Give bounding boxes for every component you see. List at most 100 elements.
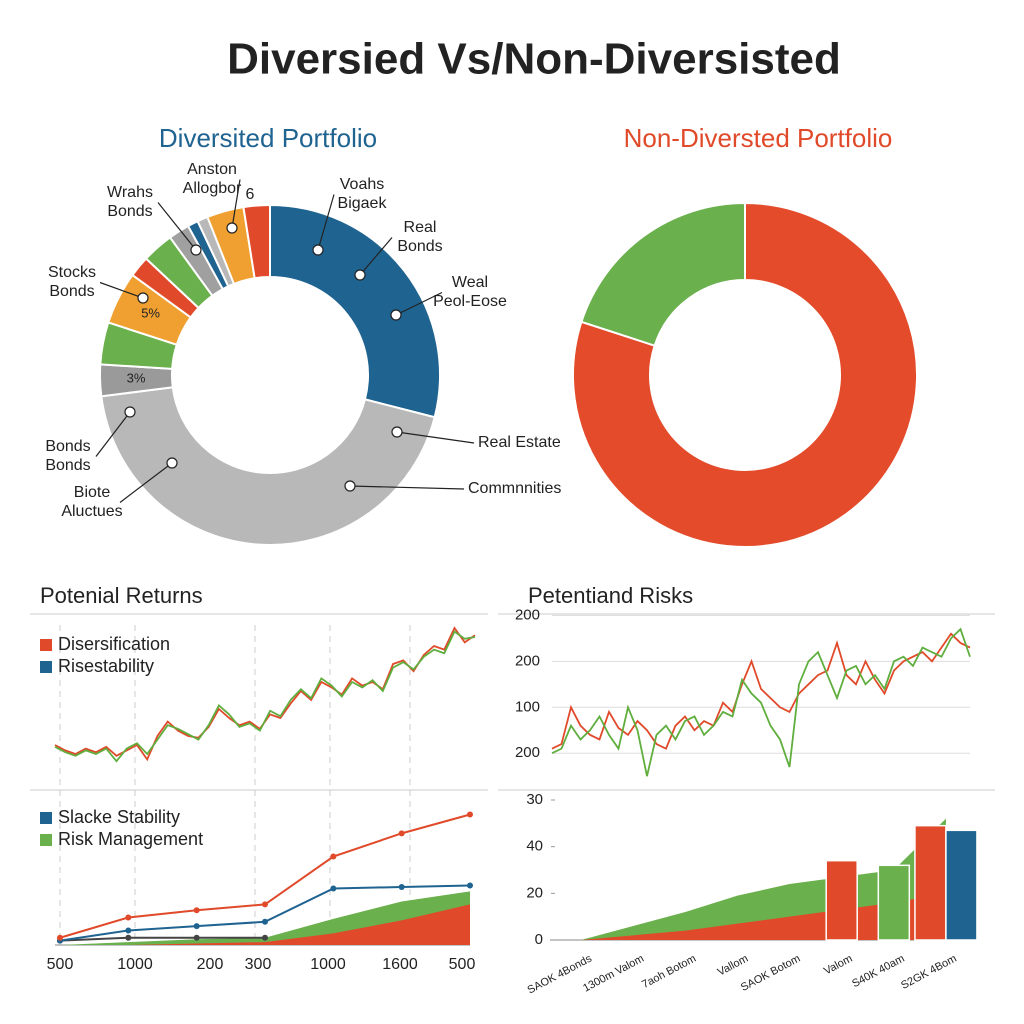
series-point [193,923,200,930]
annotation: Wrahs [107,184,153,201]
leader-dot [312,244,324,256]
x-tick-label: 200 [197,956,224,973]
leader-line [157,202,197,251]
bar [914,824,947,941]
series-line [551,632,971,750]
series-point [125,934,132,941]
donut-slice [269,203,441,419]
series-line [54,630,476,763]
series-point [330,885,337,892]
page-title: Diversied Vs/Non-Diversisted [227,35,841,84]
bar [877,864,911,941]
series-point [467,811,473,818]
annotation: Bigaek [338,195,388,212]
leader-dot [390,309,402,321]
x-tick-label: 300 [245,956,272,973]
annotation: Aluctues [61,503,122,520]
leader-dot [354,269,366,281]
legend-swatch [40,834,52,846]
bar [945,829,978,941]
leader-line [396,431,475,444]
slice-label: 5% [141,306,160,321]
chart-title: Diversited Portfolio [159,123,377,153]
x-tick-label: 500 [47,956,74,973]
series-point [193,907,200,914]
series-point [330,853,337,860]
donut-slice [580,201,746,347]
series-point [57,934,63,941]
annotation: Stocks [48,264,96,281]
y-tick-label: 30 [526,791,543,808]
chart-title: Potenial Returns [40,583,203,608]
donut-slice [572,201,918,548]
x-tick-label: 1000 [117,956,153,973]
annotation: Allogbor [183,180,242,197]
annotation: Bonds [45,457,90,474]
series-line [59,936,265,942]
slice-label: 3% [127,371,146,386]
leader-line [95,411,131,457]
legend-label: Slacke Stability [58,807,180,827]
annotation: Real Estate [478,434,561,451]
donut-slice [100,386,436,547]
annotation: Commnnities [468,480,561,497]
bar [825,859,858,941]
annotation: Bonds [397,238,442,255]
annotation: Weal [452,274,488,291]
annotation: Peol-Eose [433,293,507,310]
chart-title: Petentiand Risks [528,583,693,608]
y-tick-label: 20 [526,884,543,901]
legend-swatch [40,812,52,824]
leader-line [99,281,144,299]
series-point [262,918,268,925]
annotation: Real [404,219,437,236]
leader-dot [166,457,178,469]
annotation: Voahs [340,176,384,193]
annotation: Bonds [49,283,94,300]
leader-line [395,291,443,316]
leader-dot [124,406,136,418]
y-tick-label: 40 [526,838,543,855]
y-tick-label: 200 [515,744,540,761]
legend-label: Risk Management [58,829,203,849]
legend-label: Risestability [58,656,154,676]
leader-line [119,462,173,503]
annotation: Biote [74,484,111,501]
legend-swatch [40,639,52,651]
leader-line [349,485,465,490]
series-point [467,882,473,889]
leader-dot [190,244,202,256]
series-point [398,830,405,837]
leader-dot [226,222,238,234]
series-point [125,914,132,921]
y-tick-label: 200 [515,606,540,623]
y-tick-label: 0 [535,931,543,948]
series-line [551,627,971,777]
y-tick-label: 200 [515,652,540,669]
series-point [125,927,132,934]
x-tick-label: 1000 [310,956,346,973]
y-tick-label: 100 [515,698,540,715]
series-point [193,934,200,941]
leader-dot [391,426,403,438]
series-point [262,901,268,908]
x-tick-label: 500 [449,956,476,973]
series-point [398,884,405,890]
series-point [262,934,268,941]
annotation: Bonds [107,203,152,220]
legend-swatch [40,661,52,673]
leader-line [317,194,335,251]
series-area [60,904,470,945]
leader-dot [137,292,149,304]
chart-title: Non-Diversted Portfolio [624,123,893,153]
donut-slice [242,203,271,280]
leader-dot [344,480,356,492]
leader-line [359,237,393,276]
annotation: 6 [246,186,255,203]
annotation: Anston [187,161,237,178]
x-tick-label: 1600 [382,956,418,973]
annotation: Bonds [45,438,90,455]
legend-label: Disersification [58,634,170,654]
